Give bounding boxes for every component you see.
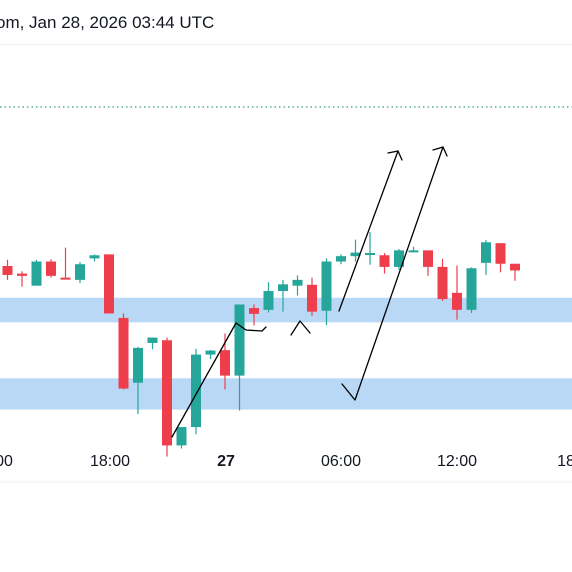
candle-body [46,261,56,276]
candle[interactable] [452,265,462,320]
candle[interactable] [423,250,433,276]
candle-body [104,254,114,314]
candle[interactable] [365,232,375,265]
candle-body [408,250,419,253]
candle[interactable] [133,346,143,415]
candle-body [365,253,375,256]
x-tick-label: 18:00 [90,453,130,470]
candle-body [495,243,506,264]
candle[interactable] [191,348,201,435]
candle-body [350,252,361,257]
candle[interactable] [75,261,85,283]
candle[interactable] [46,259,56,278]
candle[interactable] [17,271,27,287]
candle-body [466,268,477,310]
candle-body [292,279,303,286]
candle-body [205,350,216,355]
candle[interactable] [2,259,13,280]
candle-body [278,284,288,292]
candle[interactable] [147,337,158,350]
candle[interactable] [510,263,520,281]
candle[interactable] [234,304,245,411]
candle-body [234,304,245,376]
candle-body [263,291,274,310]
candle-body [379,255,390,267]
candle-body [31,261,42,286]
x-tick-label: 12:00 [437,453,477,470]
x-tick-label: 06:00 [321,453,361,470]
arrow-line-1[interactable] [338,150,399,312]
candle[interactable] [292,275,303,296]
candle[interactable] [118,313,129,390]
candle[interactable] [31,259,42,286]
candle[interactable] [249,304,259,326]
candle[interactable] [350,239,361,262]
candle-body [118,317,129,389]
small-zigzag-drawing[interactable] [290,320,311,336]
arrow-head-2-icon [432,146,448,157]
candle[interactable] [379,253,390,274]
candle-body [307,284,317,312]
candle[interactable] [89,254,100,262]
candle[interactable] [321,258,332,326]
zone-band-2[interactable] [0,378,572,410]
candle[interactable] [437,258,448,301]
candle-body [147,337,158,343]
candle[interactable] [408,246,419,253]
candle-body [321,261,332,311]
candle-body [437,266,448,300]
timestamp-label: om, Jan 28, 2026 03:44 UTC [0,13,215,32]
chart-header: om, Jan 28, 2026 03:44 UTC [0,0,572,45]
candle-body [162,340,172,446]
candle-body [394,250,404,267]
candle[interactable] [176,427,187,449]
candle-body [75,264,85,280]
candle[interactable] [466,267,477,313]
candle[interactable] [278,279,288,312]
candle[interactable] [394,249,404,271]
candle-body [336,256,346,262]
candle-body [220,350,230,376]
zone-band-1[interactable] [0,297,572,323]
candle-body [133,347,143,383]
x-axis-ticks: 00 18:00 27 06:00 12:00 18 [0,453,572,470]
candle[interactable] [263,282,274,313]
candle-body [191,354,201,428]
candle-body [481,242,491,263]
support-zones [0,297,572,410]
candle[interactable] [205,350,216,360]
arrow-line-2[interactable] [341,146,444,401]
candle[interactable] [481,240,491,275]
candles [2,232,520,457]
candle-body [249,308,259,314]
wave-drawing[interactable] [171,322,267,438]
candle[interactable] [104,254,114,314]
candle-body [423,250,433,267]
candle-body [452,292,462,310]
candle[interactable] [307,277,317,316]
candle[interactable] [336,254,346,265]
candle-body [176,427,187,446]
candle-body [17,273,27,276]
candle[interactable] [162,337,172,457]
drawings [171,146,448,438]
x-tick-label: 27 [217,453,235,470]
candle-body [510,263,520,271]
candle[interactable] [60,247,71,280]
candle[interactable] [495,243,506,273]
arrow-head-1-icon [387,150,403,161]
x-tick-label: 00 [0,453,13,470]
candle-body [60,277,71,280]
candle-body [2,266,13,275]
x-tick-label: 18 [557,453,572,470]
candle-body [89,255,100,259]
